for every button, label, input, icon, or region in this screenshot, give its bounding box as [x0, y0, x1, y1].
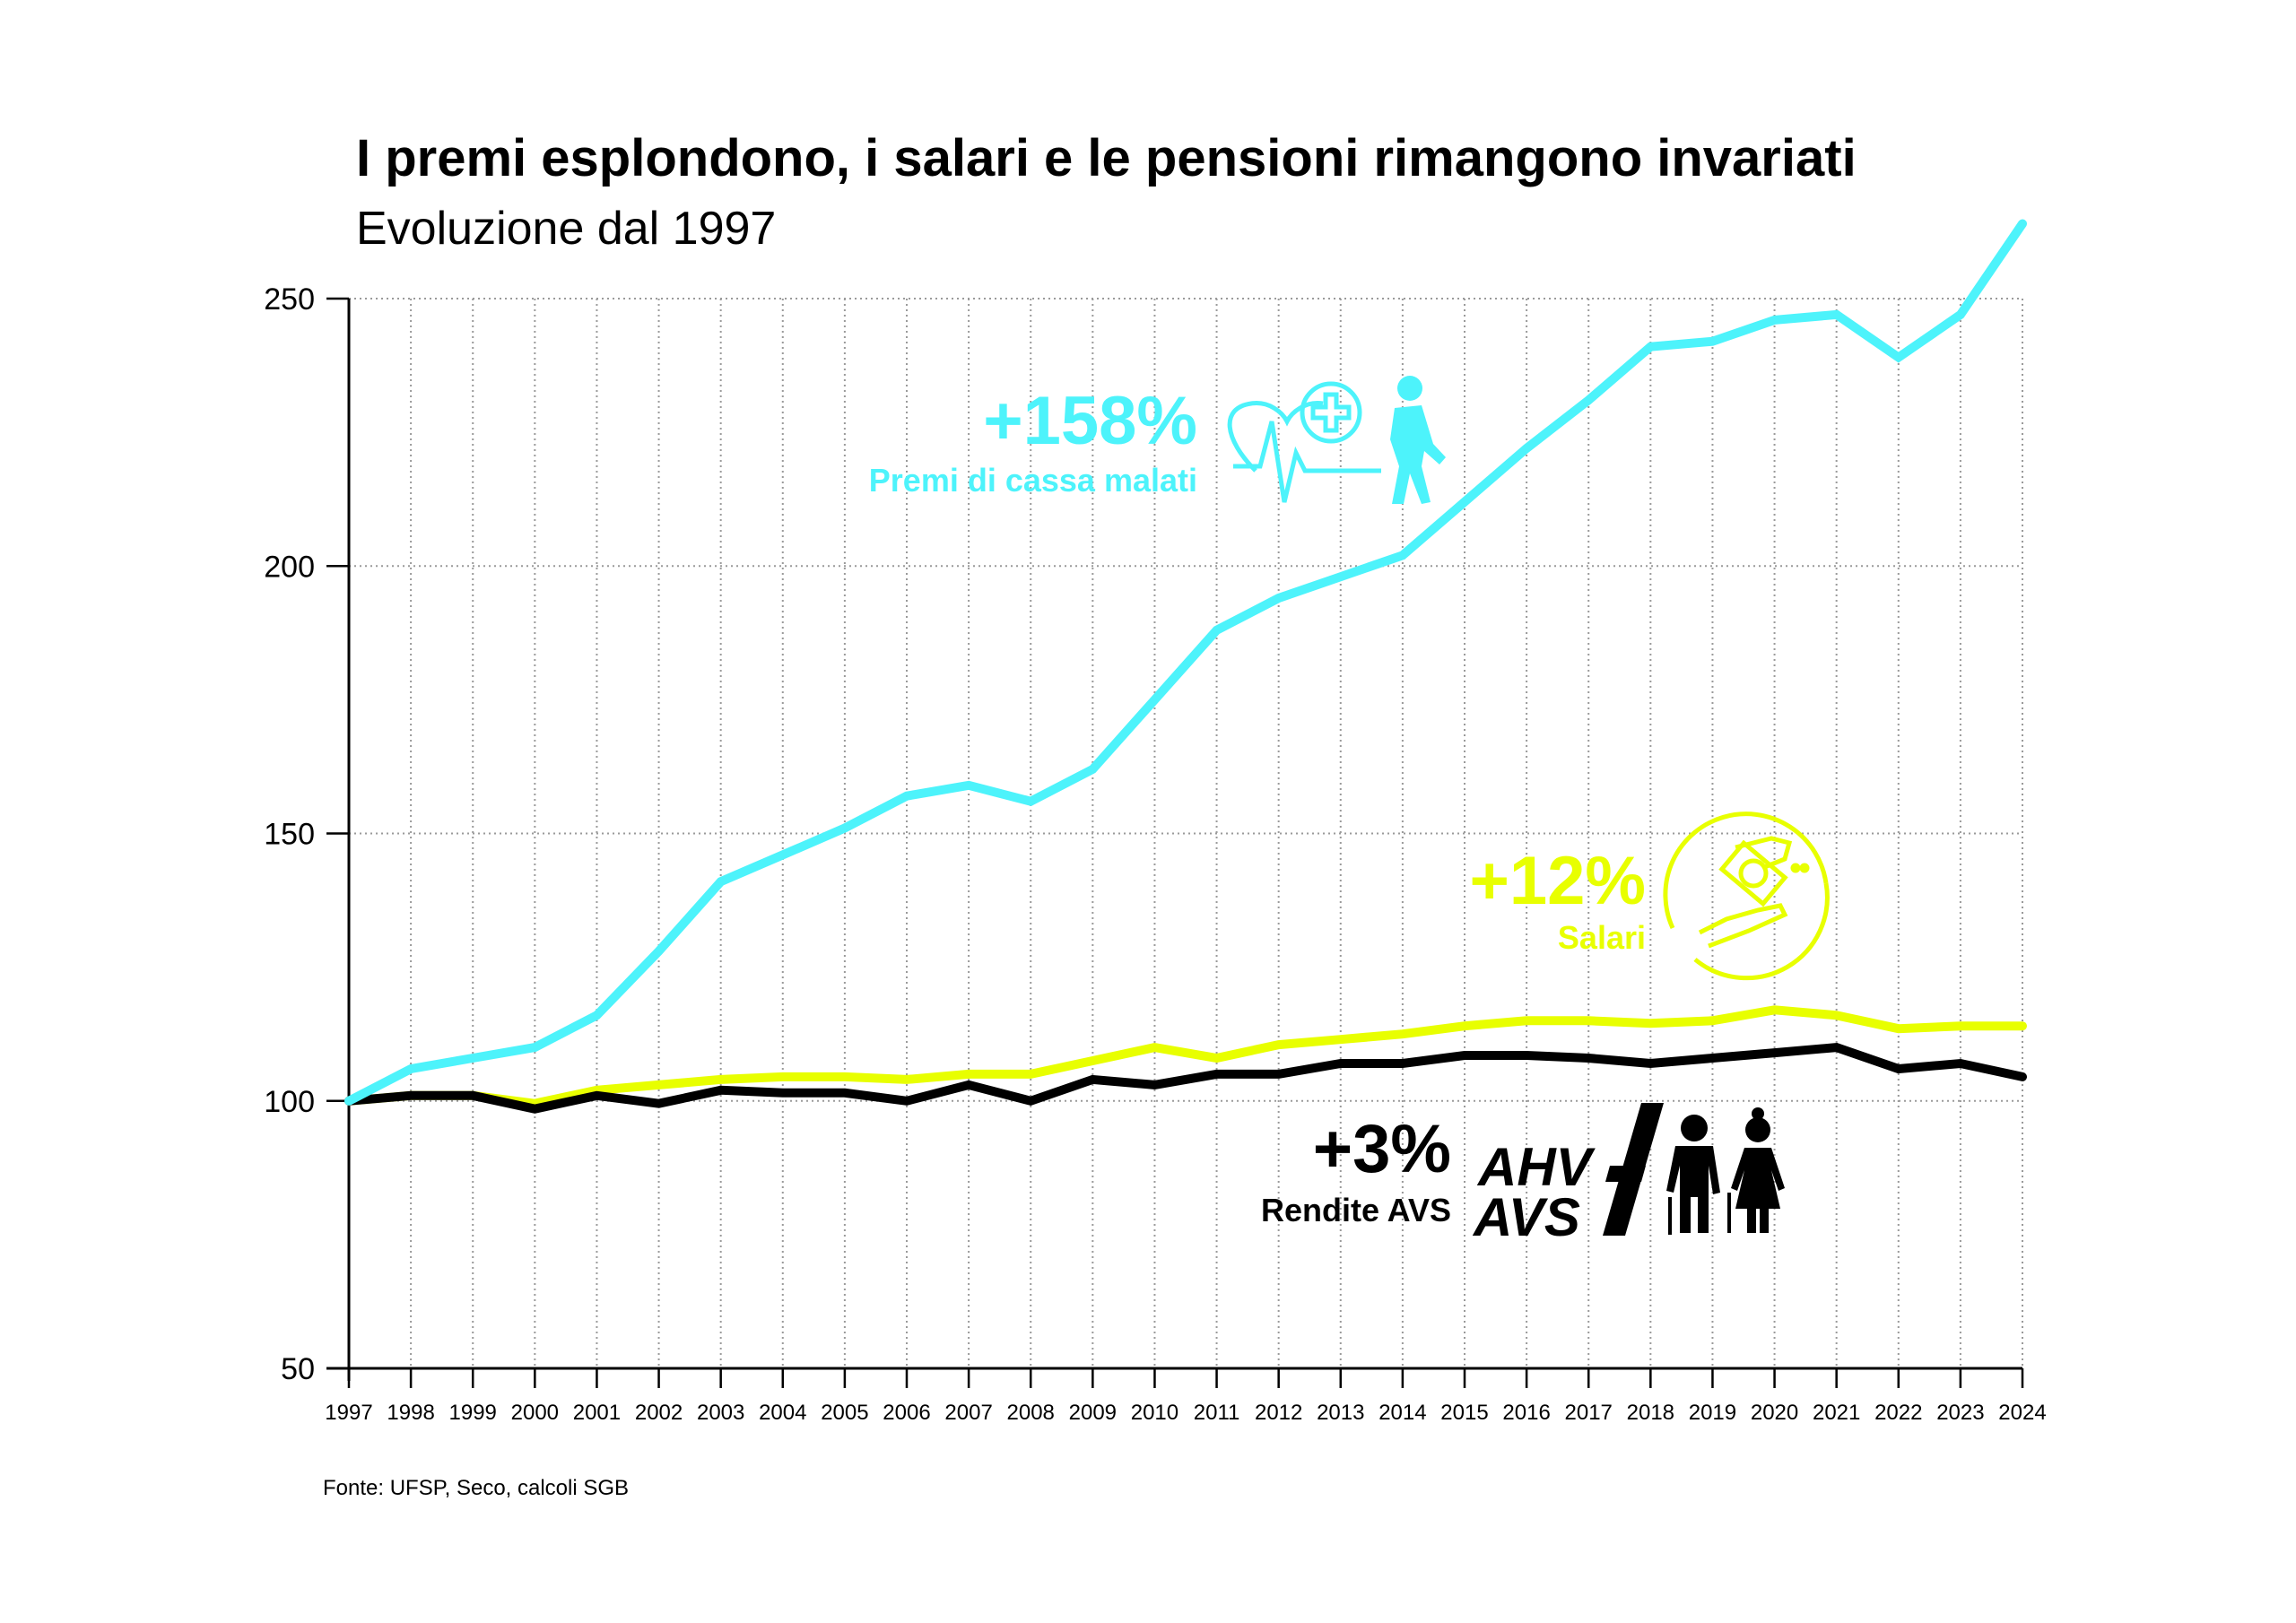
annotation-salari-label: Salari	[1558, 919, 1646, 956]
y-axis-ticks: 250 200 150 100 50	[264, 282, 349, 1386]
series-line-premi-di-cassa-malati	[344, 219, 2027, 1106]
x-tick-label: 2014	[1378, 1401, 1426, 1425]
x-tick-label: 2018	[1627, 1401, 1674, 1425]
x-tick-label: 2023	[1936, 1401, 1984, 1425]
axes	[326, 299, 2022, 1381]
annotation-premi: +158% Premi di cassa malati	[869, 376, 1446, 504]
chart-title: I premi esplondono, i salari e le pensio…	[356, 129, 1857, 187]
annotation-avs-pct: +3%	[1313, 1111, 1451, 1187]
x-axis-ticks: 1997 1998 1999 2000 2001 2002 2003 2004 2005 2006…	[325, 1368, 2047, 1425]
hand-money-chf-icon	[1663, 812, 1830, 981]
annotation-premi-label: Premi di cassa malati	[869, 462, 1197, 499]
x-tick-label: 2020	[1751, 1401, 1798, 1425]
x-tick-label: 2010	[1131, 1401, 1178, 1425]
x-tick-label: 1997	[325, 1401, 372, 1425]
x-tick-label: 1998	[387, 1401, 434, 1425]
x-tick-label: 2001	[573, 1401, 621, 1425]
chart-subtitle: Evoluzione dal 1997	[356, 203, 776, 255]
logo-ahv-text: AHV	[1476, 1137, 1596, 1197]
x-tick-label: 1999	[449, 1401, 497, 1425]
annotation-salari-pct: +12%	[1470, 843, 1647, 919]
x-tick-label: 2012	[1255, 1401, 1302, 1425]
x-tick-label: 2003	[697, 1401, 744, 1425]
x-tick-label: 2006	[883, 1401, 930, 1425]
swiss-cross-slash-icon	[1603, 1103, 1664, 1236]
series-line-salari	[344, 1005, 2027, 1108]
y-tick-label: 100	[264, 1085, 315, 1119]
x-tick-label: 2013	[1317, 1401, 1364, 1425]
y-tick-label: 150	[264, 818, 315, 852]
annotation-salari: +12% Salari	[1470, 812, 1830, 981]
y-tick-label: 50	[281, 1352, 315, 1386]
x-tick-label: 2015	[1440, 1401, 1488, 1425]
patient-icon	[1390, 376, 1446, 504]
x-tick-label: 2007	[944, 1401, 992, 1425]
annotation-avs: +3% Rendite AVS AHV AVS	[1261, 1103, 1785, 1247]
x-tick-label: 2000	[511, 1401, 559, 1425]
y-tick-label: 200	[264, 550, 315, 584]
x-tick-label: 2011	[1194, 1401, 1240, 1425]
x-tick-label: 2024	[1998, 1401, 2046, 1425]
series-lines	[344, 219, 2027, 1114]
logo-avs-text: AVS	[1472, 1187, 1580, 1247]
x-tick-label: 2016	[1502, 1401, 1550, 1425]
x-tick-label: 2019	[1689, 1401, 1736, 1425]
x-tick-label: 2004	[759, 1401, 806, 1425]
x-tick-label: 2017	[1565, 1401, 1613, 1425]
y-tick-label: 250	[264, 282, 315, 317]
x-tick-label: 2022	[1874, 1401, 1922, 1425]
x-tick-label: 2009	[1069, 1401, 1117, 1425]
annotation-premi-pct: +158%	[983, 383, 1197, 459]
x-tick-label: 2021	[1813, 1401, 1860, 1425]
annotation-avs-label: Rendite AVS	[1261, 1192, 1451, 1228]
x-tick-label: 2005	[821, 1401, 868, 1425]
source-note: Fonte: UFSP, Seco, calcoli SGB	[323, 1476, 629, 1500]
heart-health-icon	[1227, 381, 1381, 503]
x-tick-label: 2008	[1007, 1401, 1055, 1425]
pensioner-man-icon	[1666, 1115, 1720, 1235]
x-tick-label: 2002	[635, 1401, 683, 1425]
ahv-avs-logo: AHV AVS	[1472, 1103, 1664, 1247]
pensioner-woman-icon	[1727, 1107, 1785, 1233]
series-line-rendite-avs	[344, 1043, 2027, 1114]
